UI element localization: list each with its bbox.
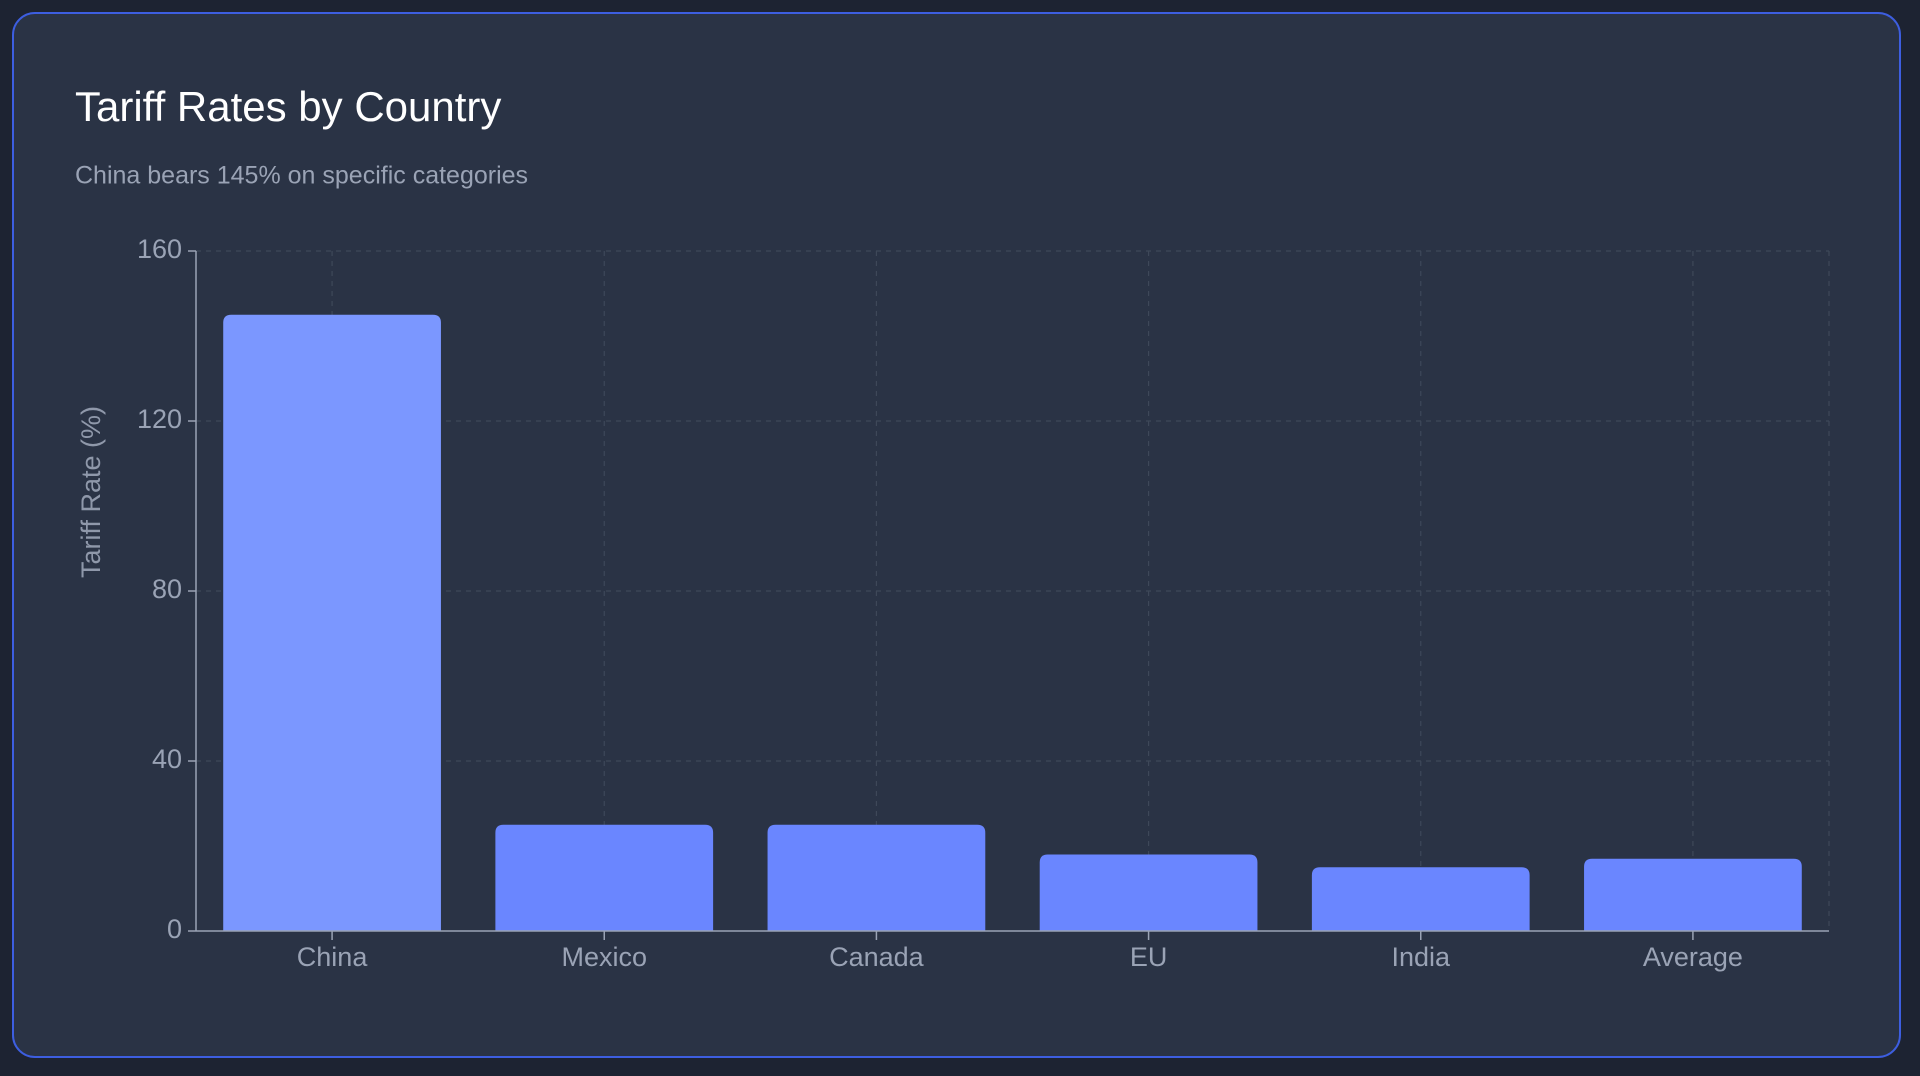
bar	[1039, 854, 1258, 931]
chart-title: Tariff Rates by Country	[75, 83, 501, 130]
y-tick-label: 160	[137, 234, 182, 264]
card	[12, 12, 1901, 1058]
x-tick-label: India	[1391, 942, 1451, 972]
x-tick-label: Average	[1643, 942, 1743, 972]
bar	[223, 314, 441, 931]
x-tick-label: Mexico	[561, 942, 647, 972]
chart-subtitle: China bears 145% on specific categories	[75, 162, 528, 190]
y-tick-label: 0	[167, 914, 182, 944]
y-tick-label: 120	[137, 404, 182, 434]
y-tick-label: 80	[152, 574, 182, 604]
bar	[767, 824, 986, 931]
y-axis-label: Tariff Rate (%)	[76, 406, 106, 578]
x-tick-label: China	[297, 942, 369, 972]
bar	[1311, 867, 1530, 931]
x-tick-label: Canada	[829, 942, 925, 972]
x-tick-label: EU	[1130, 942, 1168, 972]
bar	[495, 824, 714, 931]
bar	[1584, 858, 1802, 931]
y-tick-label: 40	[152, 744, 182, 774]
